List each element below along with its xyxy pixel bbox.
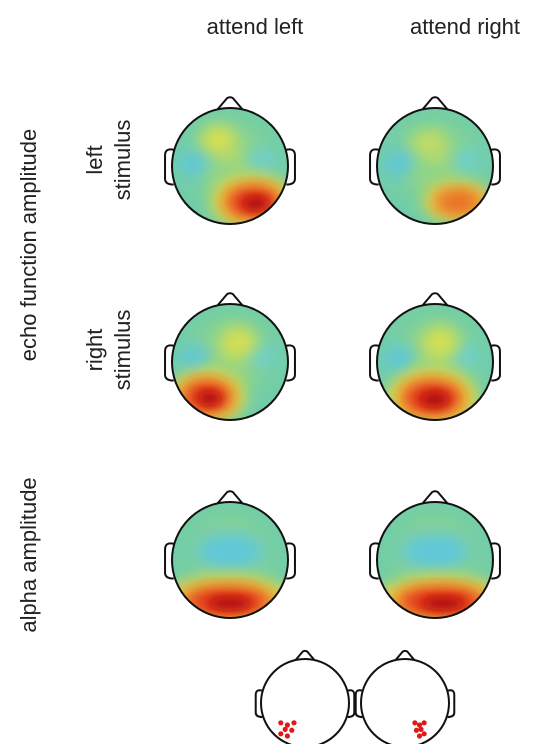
head-map [164, 490, 296, 619]
head-outline [171, 107, 289, 225]
map-blob [382, 148, 418, 178]
nose [420, 490, 450, 505]
map-fill [172, 502, 288, 618]
row-group-label: echo function amplitude [16, 129, 41, 361]
electrode [278, 720, 284, 726]
electrode [284, 722, 290, 728]
row-group-label: alpha amplitude [16, 477, 41, 632]
map-blob [423, 327, 459, 357]
electrode [413, 727, 420, 733]
head-outline [376, 303, 494, 421]
head-map [164, 96, 296, 225]
head-outline [360, 658, 450, 744]
head-map [164, 292, 296, 421]
row-label: stimulus [110, 120, 135, 201]
electrode [421, 720, 427, 726]
map-blob [243, 196, 269, 211]
electrode [291, 720, 297, 726]
map-blob [411, 163, 447, 187]
map-blob [195, 531, 265, 572]
electrode [418, 726, 424, 733]
head-outline [171, 303, 289, 421]
nose [420, 292, 450, 307]
head-map [369, 96, 501, 225]
map-blob [177, 344, 213, 374]
map-blob [201, 125, 236, 155]
map-blob [452, 148, 482, 172]
column-label: attend right [410, 14, 520, 39]
map-blob [421, 392, 449, 408]
map-fill [172, 108, 288, 224]
electrode [412, 720, 418, 726]
electrode [416, 733, 423, 739]
row-label: right [82, 329, 107, 372]
head-outline [376, 501, 494, 619]
head-outline [376, 107, 494, 225]
map-blob [411, 131, 447, 155]
nose [215, 96, 245, 111]
head-map [254, 649, 356, 744]
map-base [361, 659, 449, 744]
electrode [284, 733, 290, 739]
map-blob [221, 327, 257, 357]
map-blob [247, 344, 277, 368]
column-label: attend left [207, 14, 304, 39]
nose [420, 96, 450, 111]
map-blob [198, 391, 222, 406]
nose [393, 649, 417, 662]
map-blob [209, 597, 251, 610]
map-blob [400, 531, 470, 572]
map-blob [247, 148, 277, 172]
nose [215, 292, 245, 307]
head-outline [260, 658, 350, 744]
head-map [369, 292, 501, 421]
map-fill [377, 108, 493, 224]
head-outline [171, 501, 289, 619]
electrode [421, 731, 427, 737]
nose [293, 649, 317, 662]
map-blob [177, 148, 213, 178]
map-fill [261, 659, 349, 744]
electrode [282, 726, 288, 733]
map-blob [452, 344, 482, 368]
map-blob [438, 192, 478, 212]
map-fill [377, 304, 493, 420]
map-blob [422, 597, 465, 610]
head-map [369, 490, 501, 619]
electrode [289, 727, 295, 733]
electrode [278, 731, 284, 737]
map-blob [382, 344, 418, 374]
row-label: stimulus [110, 310, 135, 391]
row-label: left [82, 145, 107, 174]
map-base [261, 659, 349, 744]
nose [215, 490, 245, 505]
map-fill [361, 659, 449, 744]
head-map [354, 649, 456, 744]
electrode [416, 722, 423, 728]
